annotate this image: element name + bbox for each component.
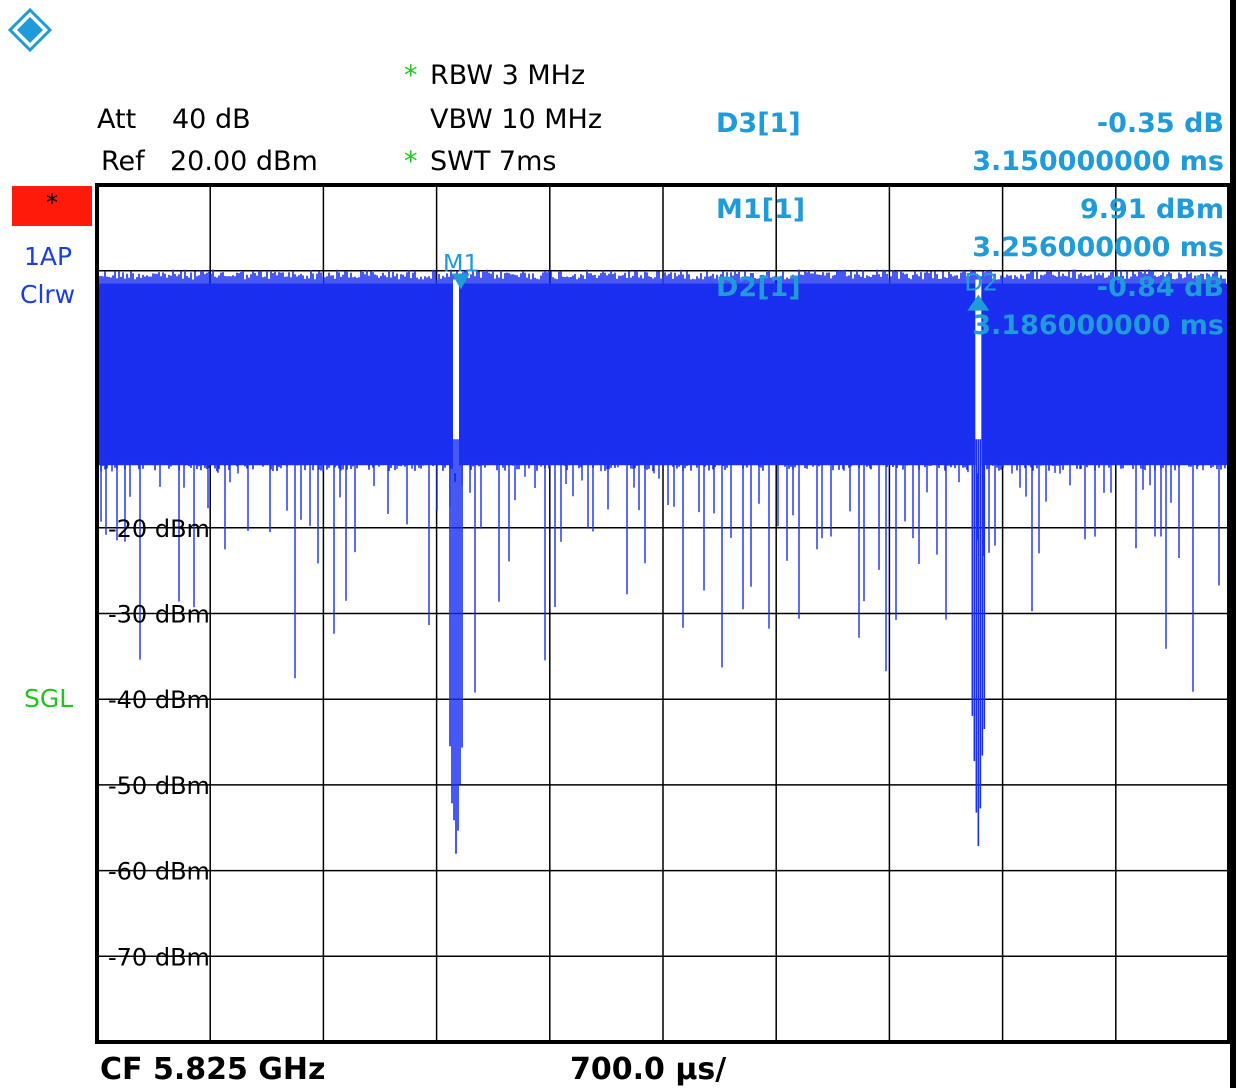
screen-edge — [1230, 0, 1236, 1088]
trace-mode-label: 1AP — [24, 242, 73, 271]
rbw-star: * — [404, 60, 418, 91]
rbw-setting: RBW 3 MHz — [430, 60, 586, 91]
marker-m1-triangle — [451, 273, 470, 290]
rohde-schwarz-logo-icon — [7, 7, 53, 53]
marker-m1-tag: M1 — [443, 249, 479, 277]
marker-m1-time: 3.256000000 ms — [972, 232, 1224, 263]
marker-d2-tag: D2 — [964, 269, 998, 297]
marker-d2-value: -0.84 dB — [1096, 272, 1224, 303]
attenuation-value: 40 dB — [172, 104, 251, 135]
y-tick-labels: -20 dBm -30 dBm -40 dBm -50 dBm -60 dBm -70 d… — [108, 515, 210, 972]
marker-layer: M1 D2 — [443, 249, 998, 311]
vbw-setting: VBW 10 MHz — [430, 104, 603, 135]
marker-d3-value: -0.35 dB — [1096, 108, 1224, 139]
marker-d2-time: 3.186000000 ms — [972, 310, 1224, 341]
y-tick-label: -60 dBm — [108, 858, 210, 886]
marker-m1-value: 9.91 dBm — [1079, 194, 1224, 225]
time-per-division: 700.0 µs/ — [570, 1052, 727, 1087]
trace-gap-dip — [971, 439, 986, 846]
reference-level-label: Ref — [101, 146, 145, 177]
y-tick-label: -30 dBm — [108, 601, 210, 629]
y-tick-label: -20 dBm — [108, 515, 210, 543]
center-frequency: CF 5.825 GHz — [100, 1052, 326, 1087]
trace-gap — [975, 279, 982, 474]
swt-star: * — [404, 146, 418, 177]
marker-d2-label: D2[1] — [716, 272, 801, 303]
trace-gap — [453, 279, 460, 474]
attenuation-label: Att — [97, 104, 137, 135]
y-tick-label: -70 dBm — [108, 943, 210, 971]
trace-detector-label: Clrw — [20, 280, 76, 309]
trace-gap-dip — [449, 439, 463, 854]
single-sweep-label: SGL — [24, 684, 74, 713]
trace-dips — [100, 459, 1220, 693]
marker-d2-triangle — [967, 294, 990, 311]
plot-frame — [95, 183, 1231, 1044]
trace-1 — [98, 269, 1227, 854]
status-star-badge: * — [12, 186, 92, 226]
marker-d3-time: 3.150000000 ms — [972, 146, 1224, 177]
y-tick-label: -40 dBm — [108, 686, 210, 714]
marker-m1-label: M1[1] — [716, 194, 806, 225]
y-tick-label: -50 dBm — [108, 772, 210, 800]
marker-d3-label: D3[1] — [716, 108, 801, 139]
reference-level-value: 20.00 dBm — [170, 146, 318, 177]
sweep-time-setting: SWT 7ms — [430, 146, 557, 177]
